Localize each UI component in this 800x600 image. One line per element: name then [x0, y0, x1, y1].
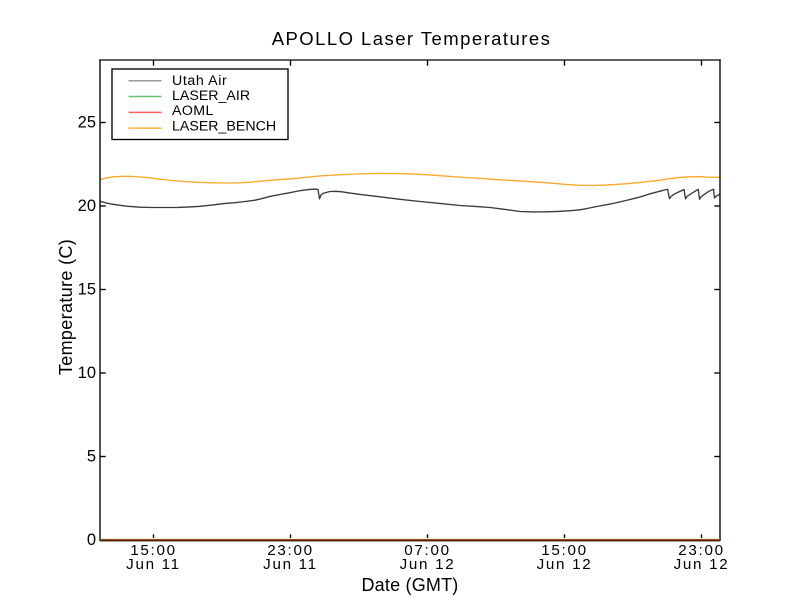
- svg-text:Jun 12: Jun 12: [674, 556, 730, 573]
- svg-text:5: 5: [87, 448, 96, 466]
- svg-text:Jun 12: Jun 12: [537, 556, 593, 573]
- svg-text:15:00: 15:00: [130, 542, 177, 559]
- svg-text:Utah Air: Utah Air: [172, 73, 227, 89]
- svg-text:AOML: AOML: [172, 103, 214, 119]
- svg-text:Temperature (C): Temperature (C): [56, 239, 76, 375]
- svg-text:15: 15: [78, 281, 96, 299]
- svg-text:Jun 11: Jun 11: [126, 556, 181, 573]
- svg-text:20: 20: [78, 197, 96, 215]
- svg-text:APOLLO Laser Temperatures: APOLLO Laser Temperatures: [272, 28, 552, 49]
- svg-text:0: 0: [87, 531, 96, 549]
- svg-text:25: 25: [78, 114, 96, 132]
- svg-text:LASER_AIR: LASER_AIR: [172, 88, 250, 104]
- svg-text:Date (GMT): Date (GMT): [361, 575, 458, 595]
- svg-text:23:00: 23:00: [267, 542, 314, 559]
- svg-text:Jun 11: Jun 11: [263, 556, 318, 573]
- svg-text:07:00: 07:00: [404, 542, 451, 559]
- svg-text:10: 10: [78, 364, 96, 382]
- svg-text:LASER_BENCH: LASER_BENCH: [172, 118, 276, 134]
- svg-text:15:00: 15:00: [541, 542, 588, 559]
- svg-text:23:00: 23:00: [678, 542, 725, 559]
- svg-text:Jun 12: Jun 12: [400, 556, 456, 573]
